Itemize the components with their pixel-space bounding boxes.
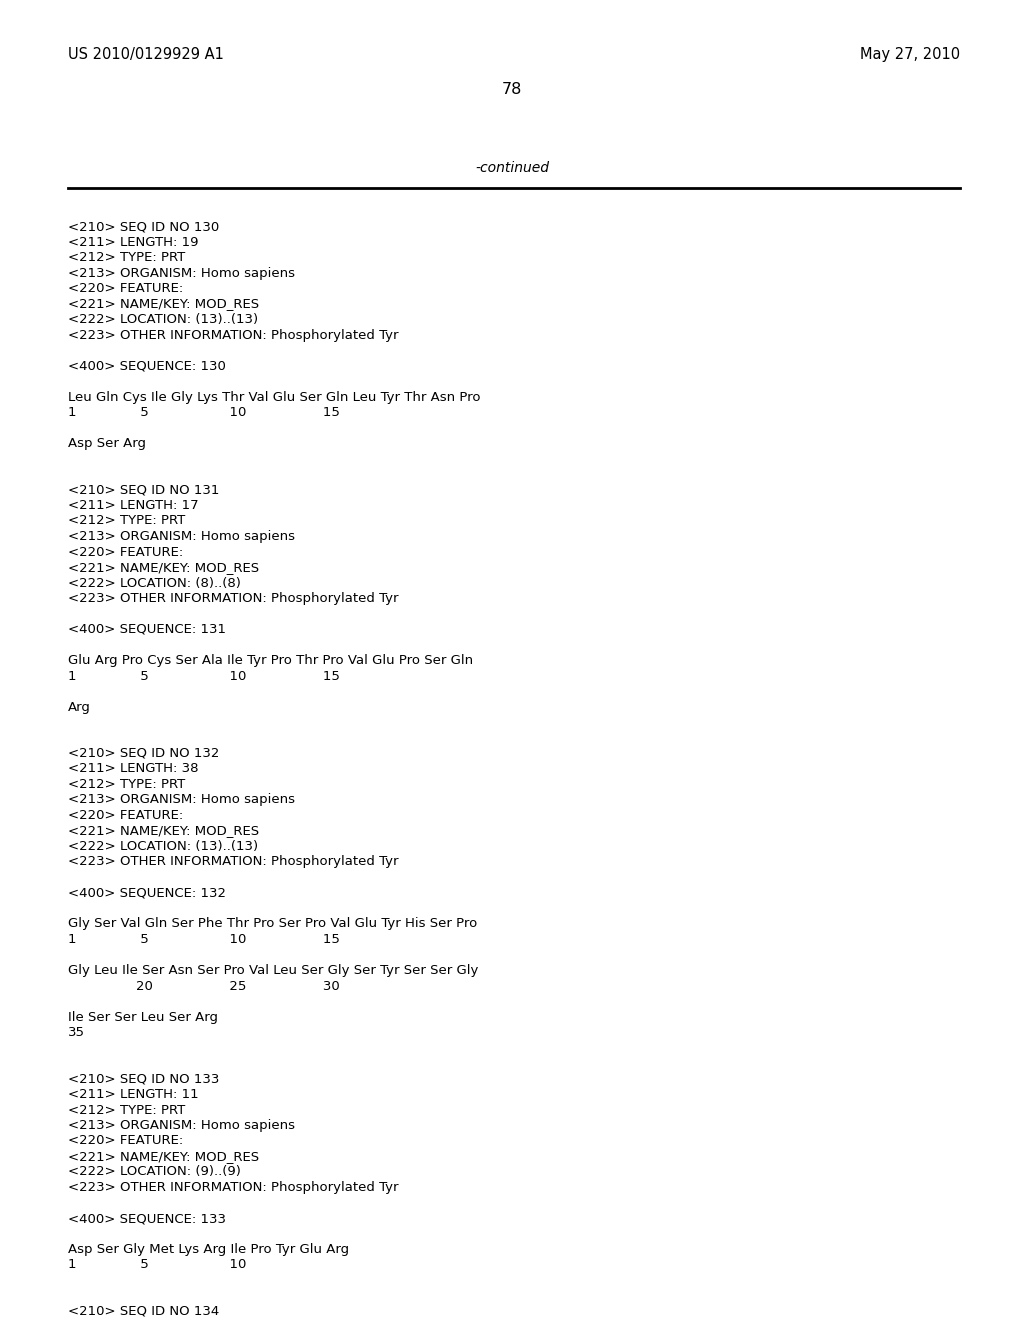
Text: <212> TYPE: PRT: <212> TYPE: PRT [68, 251, 185, 264]
Text: <213> ORGANISM: Homo sapiens: <213> ORGANISM: Homo sapiens [68, 793, 295, 807]
Text: <211> LENGTH: 17: <211> LENGTH: 17 [68, 499, 199, 512]
Text: <400> SEQUENCE: 130: <400> SEQUENCE: 130 [68, 359, 226, 372]
Text: <220> FEATURE:: <220> FEATURE: [68, 282, 183, 294]
Text: <220> FEATURE:: <220> FEATURE: [68, 1134, 183, 1147]
Text: 35: 35 [68, 1026, 85, 1039]
Text: Ile Ser Ser Leu Ser Arg: Ile Ser Ser Leu Ser Arg [68, 1011, 218, 1023]
Text: 1               5                   10: 1 5 10 [68, 1258, 247, 1271]
Text: <221> NAME/KEY: MOD_RES: <221> NAME/KEY: MOD_RES [68, 1150, 259, 1163]
Text: <223> OTHER INFORMATION: Phosphorylated Tyr: <223> OTHER INFORMATION: Phosphorylated … [68, 591, 398, 605]
Text: <211> LENGTH: 19: <211> LENGTH: 19 [68, 235, 199, 248]
Text: <210> SEQ ID NO 132: <210> SEQ ID NO 132 [68, 747, 219, 760]
Text: <212> TYPE: PRT: <212> TYPE: PRT [68, 515, 185, 528]
Text: <210> SEQ ID NO 131: <210> SEQ ID NO 131 [68, 483, 219, 496]
Text: <400> SEQUENCE: 131: <400> SEQUENCE: 131 [68, 623, 226, 636]
Text: Asp Ser Arg: Asp Ser Arg [68, 437, 146, 450]
Text: <211> LENGTH: 11: <211> LENGTH: 11 [68, 1088, 199, 1101]
Text: <222> LOCATION: (8)..(8): <222> LOCATION: (8)..(8) [68, 577, 241, 590]
Text: <223> OTHER INFORMATION: Phosphorylated Tyr: <223> OTHER INFORMATION: Phosphorylated … [68, 329, 398, 342]
Text: <221> NAME/KEY: MOD_RES: <221> NAME/KEY: MOD_RES [68, 825, 259, 837]
Text: <210> SEQ ID NO 130: <210> SEQ ID NO 130 [68, 220, 219, 234]
Text: <222> LOCATION: (13)..(13): <222> LOCATION: (13)..(13) [68, 840, 258, 853]
Text: US 2010/0129929 A1: US 2010/0129929 A1 [68, 48, 224, 62]
Text: <210> SEQ ID NO 134: <210> SEQ ID NO 134 [68, 1305, 219, 1317]
Text: <212> TYPE: PRT: <212> TYPE: PRT [68, 777, 185, 791]
Text: 1               5                   10                  15: 1 5 10 15 [68, 669, 340, 682]
Text: 78: 78 [502, 82, 522, 98]
Text: <213> ORGANISM: Homo sapiens: <213> ORGANISM: Homo sapiens [68, 1119, 295, 1133]
Text: <211> LENGTH: 38: <211> LENGTH: 38 [68, 763, 199, 776]
Text: <213> ORGANISM: Homo sapiens: <213> ORGANISM: Homo sapiens [68, 267, 295, 280]
Text: Leu Gln Cys Ile Gly Lys Thr Val Glu Ser Gln Leu Tyr Thr Asn Pro: Leu Gln Cys Ile Gly Lys Thr Val Glu Ser … [68, 391, 480, 404]
Text: <223> OTHER INFORMATION: Phosphorylated Tyr: <223> OTHER INFORMATION: Phosphorylated … [68, 855, 398, 869]
Text: <212> TYPE: PRT: <212> TYPE: PRT [68, 1104, 185, 1117]
Text: 1               5                   10                  15: 1 5 10 15 [68, 407, 340, 418]
Text: <220> FEATURE:: <220> FEATURE: [68, 809, 183, 822]
Text: <400> SEQUENCE: 133: <400> SEQUENCE: 133 [68, 1212, 226, 1225]
Text: <213> ORGANISM: Homo sapiens: <213> ORGANISM: Homo sapiens [68, 531, 295, 543]
Text: 20                  25                  30: 20 25 30 [68, 979, 340, 993]
Text: <222> LOCATION: (13)..(13): <222> LOCATION: (13)..(13) [68, 313, 258, 326]
Text: Glu Arg Pro Cys Ser Ala Ile Tyr Pro Thr Pro Val Glu Pro Ser Gln: Glu Arg Pro Cys Ser Ala Ile Tyr Pro Thr … [68, 653, 473, 667]
Text: <210> SEQ ID NO 133: <210> SEQ ID NO 133 [68, 1072, 219, 1085]
Text: Arg: Arg [68, 701, 91, 714]
Text: 1               5                   10                  15: 1 5 10 15 [68, 933, 340, 946]
Text: <220> FEATURE:: <220> FEATURE: [68, 545, 183, 558]
Text: Gly Leu Ile Ser Asn Ser Pro Val Leu Ser Gly Ser Tyr Ser Ser Gly: Gly Leu Ile Ser Asn Ser Pro Val Leu Ser … [68, 964, 478, 977]
Text: <221> NAME/KEY: MOD_RES: <221> NAME/KEY: MOD_RES [68, 561, 259, 574]
Text: May 27, 2010: May 27, 2010 [860, 48, 961, 62]
Text: <223> OTHER INFORMATION: Phosphorylated Tyr: <223> OTHER INFORMATION: Phosphorylated … [68, 1181, 398, 1195]
Text: <222> LOCATION: (9)..(9): <222> LOCATION: (9)..(9) [68, 1166, 241, 1179]
Text: <221> NAME/KEY: MOD_RES: <221> NAME/KEY: MOD_RES [68, 297, 259, 310]
Text: Asp Ser Gly Met Lys Arg Ile Pro Tyr Glu Arg: Asp Ser Gly Met Lys Arg Ile Pro Tyr Glu … [68, 1243, 349, 1257]
Text: Gly Ser Val Gln Ser Phe Thr Pro Ser Pro Val Glu Tyr His Ser Pro: Gly Ser Val Gln Ser Phe Thr Pro Ser Pro … [68, 917, 477, 931]
Text: <400> SEQUENCE: 132: <400> SEQUENCE: 132 [68, 887, 226, 899]
Text: -continued: -continued [475, 161, 549, 176]
